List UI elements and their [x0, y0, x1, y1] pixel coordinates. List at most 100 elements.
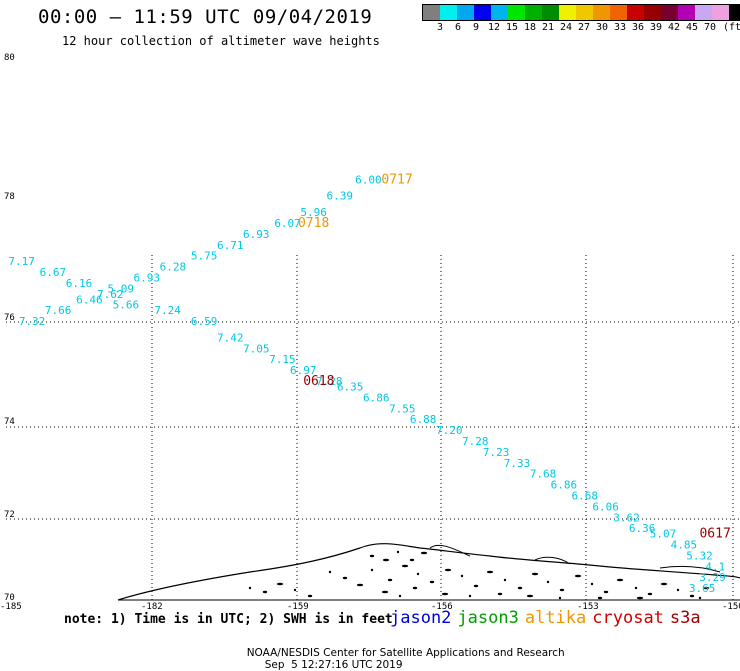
- lon-tick-label: -159: [287, 602, 309, 612]
- lake-mark: [416, 572, 420, 576]
- legend-swatch: [593, 5, 610, 20]
- lake-mark: [412, 586, 418, 590]
- wave-height-label: 6.07: [274, 217, 301, 230]
- wave-height-label: 7.62: [97, 288, 124, 301]
- lon-tick-label: -182: [141, 602, 163, 612]
- wave-height-label: 5.09: [107, 282, 134, 295]
- wave-height-label: 7.20: [436, 424, 463, 437]
- legend-swatch: [627, 5, 644, 20]
- wave-height-label: 3.29: [699, 571, 726, 584]
- wave-height-label: 5.07: [650, 528, 677, 541]
- legend-swatch: [508, 5, 525, 20]
- lat-tick-label: 72: [4, 510, 15, 520]
- lake-mark: [517, 586, 523, 590]
- axis-ticks: 80 78 76 74 72 70-185 -182 -159 -156 -153 -150: [0, 53, 740, 612]
- lake-mark: [398, 594, 402, 598]
- legend-swatch: [525, 5, 542, 20]
- coastline-path: [117, 543, 740, 601]
- lake-mark: [381, 590, 389, 594]
- track-time-label: 0618: [303, 374, 334, 389]
- legend-label: 42: [667, 22, 681, 33]
- track-time-label: 0717: [381, 172, 412, 187]
- lat-tick-label: 78: [4, 192, 15, 202]
- lake-mark: [441, 592, 449, 596]
- lake-mark: [634, 586, 638, 590]
- lake-mark: [382, 558, 390, 562]
- credit-line: NOAA/NESDIS Center for Satellite Applica…: [240, 635, 565, 671]
- lake-mark: [444, 568, 452, 572]
- legend-swatch: [457, 5, 474, 20]
- legend-label: 33: [613, 22, 627, 33]
- lake-mark: [702, 586, 710, 590]
- satellite-jason2: jason2: [390, 608, 452, 628]
- legend-swatch: [712, 5, 729, 20]
- wave-height-label: 7.68: [530, 468, 557, 481]
- wave-height-label: 7.55: [389, 402, 416, 415]
- map-plot: 80 78 76 74 72 70-185 -182 -159 -156 -153 -150 6.0…: [0, 53, 740, 612]
- lat-tick-label: 74: [4, 417, 15, 427]
- lat-tick-label: 70: [4, 593, 15, 603]
- lake-mark: [262, 590, 268, 594]
- wave-height-label: 6.86: [363, 391, 390, 404]
- wave-height-label: 6.06: [592, 500, 619, 513]
- lake-mark: [369, 554, 375, 558]
- legend-swatch: [559, 5, 576, 20]
- legend-label: 45: [685, 22, 699, 33]
- legend-label: 3: [436, 22, 444, 33]
- legend-swatch: [729, 5, 740, 20]
- wave-height-label: 6.59: [191, 315, 218, 328]
- lake-mark: [574, 574, 582, 578]
- lake-mark: [420, 551, 428, 555]
- lake-mark: [328, 570, 332, 574]
- lon-tick-label: -156: [431, 602, 453, 612]
- tundra-lakes: [248, 550, 710, 600]
- wave-height-label: 6.39: [326, 190, 353, 203]
- lake-mark: [293, 588, 297, 592]
- wave-height-label: 4.1: [705, 560, 725, 573]
- lake-mark: [689, 594, 695, 598]
- wave-height-label: 7.66: [45, 304, 72, 317]
- lake-mark: [387, 578, 393, 582]
- satellite-legend: jason2 jason3 altika cryosat s3a: [390, 608, 707, 628]
- legend-swatch: [423, 5, 440, 20]
- wave-height-label: 4.85: [671, 539, 698, 552]
- legend-label: 15: [505, 22, 519, 33]
- lake-mark: [486, 570, 494, 574]
- lake-mark: [590, 582, 594, 586]
- legend-label: 36: [631, 22, 645, 33]
- lake-mark: [603, 590, 609, 594]
- wave-height-label: 6.67: [40, 266, 67, 279]
- lake-mark: [409, 558, 415, 562]
- wave-height-label: 5.75: [191, 250, 218, 263]
- wave-height-label: 7.33: [504, 457, 531, 470]
- lake-mark: [370, 568, 374, 572]
- wave-height-label: 7.32: [19, 315, 46, 328]
- page-title: 00:00 – 11:59 UTC 09/04/2019: [38, 6, 373, 28]
- lake-mark: [676, 588, 680, 592]
- legend-swatch: [474, 5, 491, 20]
- page-subtitle: 12 hour collection of altimeter wave hei…: [62, 34, 380, 48]
- wave-height-label: 6.88: [410, 413, 437, 426]
- lon-tick-label: -150: [722, 602, 740, 612]
- lake-mark: [559, 588, 565, 592]
- wave-height-label: 6.93: [134, 271, 161, 284]
- legend-swatch: [542, 5, 559, 20]
- lake-mark: [429, 580, 435, 584]
- lat-tick-label: 76: [4, 313, 15, 323]
- wave-height-label: 6.93: [243, 228, 270, 241]
- lake-mark: [497, 592, 503, 596]
- lake-mark: [307, 594, 313, 598]
- wave-height-label: 7.28: [316, 375, 343, 388]
- satellite-s3a: s3a: [669, 608, 701, 628]
- wave-height-label: 6.97: [290, 364, 317, 377]
- satellite-jason3: jason3: [457, 608, 519, 628]
- legend-label: 24: [559, 22, 573, 33]
- lake-mark: [248, 586, 252, 590]
- lake-mark: [636, 596, 644, 600]
- wave-height-label: 7.28: [462, 435, 489, 448]
- lake-mark: [356, 583, 364, 587]
- credit-timestamp: Sep 5 12:27:16 UTC 2019: [264, 659, 403, 671]
- track-time-label: 0617: [699, 527, 730, 542]
- wave-height-label: 6.68: [572, 489, 599, 502]
- lon-tick-label: -153: [577, 602, 599, 612]
